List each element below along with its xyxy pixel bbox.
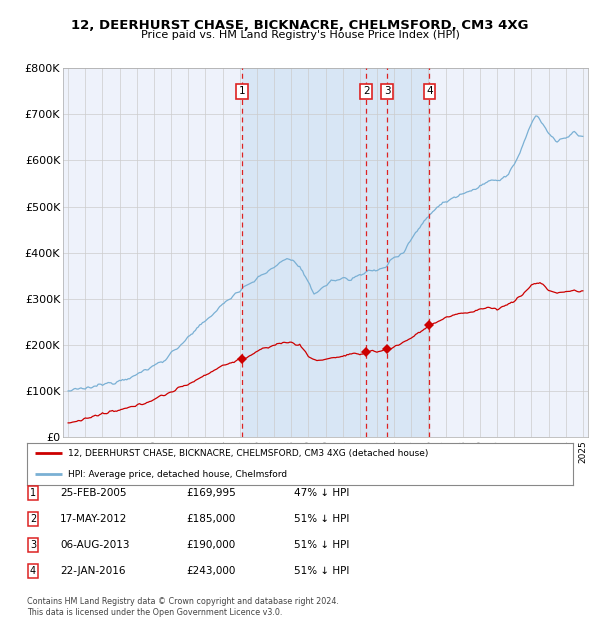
Text: £190,000: £190,000 <box>186 540 235 550</box>
Text: 1: 1 <box>30 488 36 498</box>
Text: 2: 2 <box>30 514 36 524</box>
Text: 51% ↓ HPI: 51% ↓ HPI <box>294 514 349 524</box>
Text: 4: 4 <box>426 86 433 96</box>
Text: 51% ↓ HPI: 51% ↓ HPI <box>294 566 349 576</box>
Text: HPI: Average price, detached house, Chelmsford: HPI: Average price, detached house, Chel… <box>68 470 287 479</box>
Text: 2: 2 <box>363 86 370 96</box>
Text: 22-JAN-2016: 22-JAN-2016 <box>60 566 125 576</box>
Text: 4: 4 <box>30 566 36 576</box>
Text: 12, DEERHURST CHASE, BICKNACRE, CHELMSFORD, CM3 4XG (detached house): 12, DEERHURST CHASE, BICKNACRE, CHELMSFO… <box>68 449 428 458</box>
Text: 17-MAY-2012: 17-MAY-2012 <box>60 514 127 524</box>
Text: 25-FEB-2005: 25-FEB-2005 <box>60 488 127 498</box>
Text: 3: 3 <box>384 86 391 96</box>
Text: £185,000: £185,000 <box>186 514 235 524</box>
Text: £169,995: £169,995 <box>186 488 236 498</box>
Text: £243,000: £243,000 <box>186 566 235 576</box>
Text: 3: 3 <box>30 540 36 550</box>
Text: 51% ↓ HPI: 51% ↓ HPI <box>294 540 349 550</box>
Text: Price paid vs. HM Land Registry's House Price Index (HPI): Price paid vs. HM Land Registry's House … <box>140 30 460 40</box>
Text: Contains HM Land Registry data © Crown copyright and database right 2024.
This d: Contains HM Land Registry data © Crown c… <box>27 598 339 617</box>
Text: 06-AUG-2013: 06-AUG-2013 <box>60 540 130 550</box>
Text: 12, DEERHURST CHASE, BICKNACRE, CHELMSFORD, CM3 4XG: 12, DEERHURST CHASE, BICKNACRE, CHELMSFO… <box>71 19 529 32</box>
Bar <box>242 68 430 437</box>
Text: 1: 1 <box>239 86 245 96</box>
Text: 47% ↓ HPI: 47% ↓ HPI <box>294 488 349 498</box>
